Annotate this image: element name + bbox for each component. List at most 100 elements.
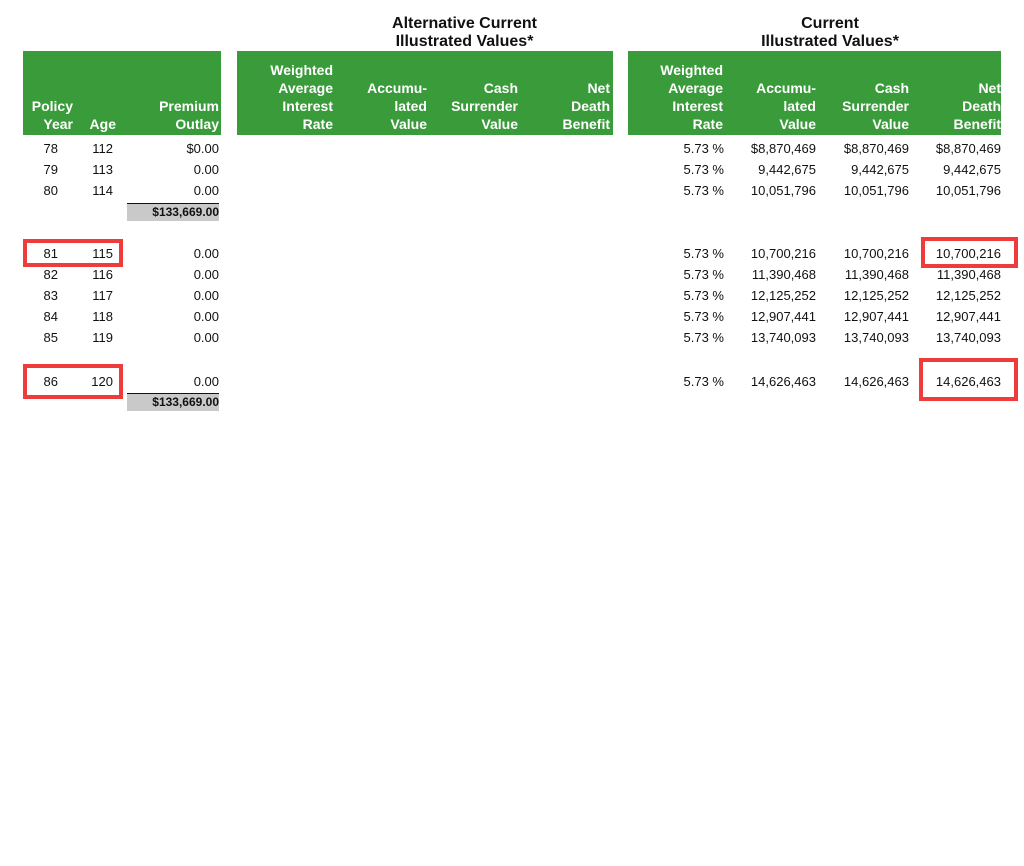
cell-premium-outlay: 0.00 [193,162,219,177]
header-line: Surrender [451,98,518,114]
cell-interest-rate: 5.73 % [683,288,724,303]
premium-subtotal: $133,669.00 [127,203,219,221]
header-line: Cash [874,80,909,96]
cell-age: 118 [92,309,113,324]
header-line: Average [668,80,723,96]
header-premium-outlay: Premium Outlay [131,97,219,133]
cell-net-death-benefit: 14,626,463 [935,374,1001,389]
header-line: Death [571,98,610,114]
cell-age: 112 [92,141,113,156]
header-line: Outlay [175,116,219,132]
header-line: Net [587,80,610,96]
cur-header-cash-surrender-value: Cash Surrender Value [816,79,909,133]
cell-cash-surrender-value: 10,700,216 [843,246,909,261]
cell-cash-surrender-value: 10,051,796 [843,183,909,198]
cell-accumulated-value: 12,907,441 [750,309,816,324]
cell-cash-surrender-value: 9,442,675 [851,162,909,177]
cell-policy-year: 82 [43,267,58,282]
cell-net-death-benefit: 10,051,796 [935,183,1001,198]
header-line: Net [978,80,1001,96]
header-line: Age [89,116,116,132]
header-line: Weighted [270,62,333,78]
alt-header-net-death-benefit: Net Death Benefit [522,79,610,133]
cell-interest-rate: 5.73 % [683,246,724,261]
cur-header-interest-rate: Weighted Average Interest Rate [628,61,723,133]
header-line: Year [43,116,73,132]
cell-cash-surrender-value: 13,740,093 [843,330,909,345]
cell-interest-rate: 5.73 % [683,141,724,156]
header-line: Policy [31,98,73,114]
header-line: Interest [282,98,333,114]
header-line: Interest [672,98,723,114]
cell-premium-outlay: 0.00 [193,246,219,261]
alt-header-accumulated-value: Accumu- lated Value [337,79,427,133]
left-header-band: Policy Year Age Premium Outlay [23,51,221,135]
cell-premium-outlay: 0.00 [193,374,219,389]
alt-header-interest-rate: Weighted Average Interest Rate [237,61,333,133]
cell-interest-rate: 5.73 % [683,267,724,282]
cell-age: 115 [92,246,113,261]
cell-policy-year: 85 [43,330,58,345]
header-line: Surrender [842,98,909,114]
cur-header-accumulated-value: Accumu- lated Value [728,79,816,133]
cell-premium-outlay: 0.00 [193,183,219,198]
cell-age: 119 [92,330,113,345]
header-line: Accumu- [756,80,816,96]
premium-total: $133,669.00 [127,393,219,411]
cell-accumulated-value: 12,125,252 [750,288,816,303]
header-line: Death [962,98,1001,114]
cell-net-death-benefit: 13,740,093 [935,330,1001,345]
cell-policy-year: 86 [43,374,58,389]
header-line: Benefit [953,116,1001,132]
header-line: Value [779,116,816,132]
header-policy-year: Policy Year [27,97,73,133]
cell-net-death-benefit: 10,700,216 [935,246,1001,261]
cell-accumulated-value: 14,626,463 [750,374,816,389]
header-line: Cash [483,80,518,96]
cell-policy-year: 79 [43,162,58,177]
alternative-section-title: Alternative Current Illustrated Values* [352,15,577,51]
highlight-death-benefit-86 [919,358,1018,401]
cell-net-death-benefit: $8,870,469 [935,141,1001,156]
header-line: Premium [159,98,219,114]
cell-interest-rate: 5.73 % [683,374,724,389]
header-line: lated [783,98,816,114]
header-line: Average [278,80,333,96]
cell-age: 120 [91,374,113,389]
header-line: Value [872,116,909,132]
cell-cash-surrender-value: $8,870,469 [843,141,909,156]
cell-cash-surrender-value: 14,626,463 [843,374,909,389]
cell-accumulated-value: 9,442,675 [758,162,816,177]
cell-policy-year: 80 [43,183,58,198]
cell-accumulated-value: 11,390,468 [751,267,816,282]
alternative-title-line2: Illustrated Values* [395,33,534,50]
cell-premium-outlay: 0.00 [193,330,219,345]
highlight-year-81-age-115 [23,239,123,267]
cell-interest-rate: 5.73 % [683,330,724,345]
alternative-title-line1: Alternative Current [392,15,537,32]
current-section-title: Current Illustrated Values* [720,15,940,51]
cell-age: 113 [92,162,113,177]
cell-premium-outlay: 0.00 [193,309,219,324]
header-line: Value [481,116,518,132]
cell-policy-year: 83 [43,288,58,303]
cell-interest-rate: 5.73 % [683,309,724,324]
cell-age: 117 [92,288,113,303]
cell-cash-surrender-value: 11,390,468 [844,267,909,282]
cell-cash-surrender-value: 12,907,441 [843,309,909,324]
cell-cash-surrender-value: 12,125,252 [843,288,909,303]
header-line: Accumu- [367,80,427,96]
alt-header-cash-surrender-value: Cash Surrender Value [427,79,518,133]
cell-interest-rate: 5.73 % [683,183,724,198]
cell-net-death-benefit: 11,390,468 [936,267,1001,282]
cell-premium-outlay: 0.00 [193,288,219,303]
cell-age: 116 [92,267,113,282]
cell-age: 114 [92,183,113,198]
header-line: Weighted [660,62,723,78]
cell-policy-year: 78 [43,141,58,156]
header-age: Age [83,115,116,133]
current-header-band: Weighted Average Interest Rate Accumu- l… [628,51,1001,135]
cell-accumulated-value: 13,740,093 [750,330,816,345]
current-title-line1: Current [801,15,859,32]
cell-policy-year: 81 [43,246,58,261]
